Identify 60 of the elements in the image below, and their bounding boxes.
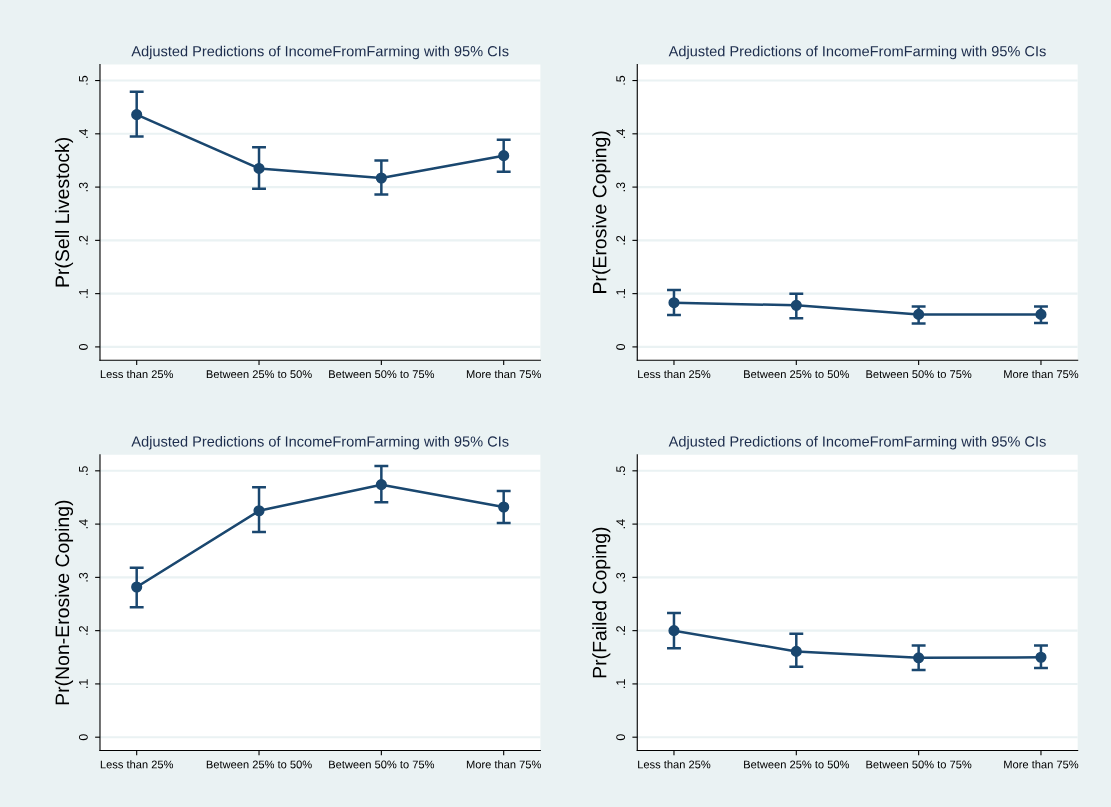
y-tick-label: .2 (78, 626, 88, 635)
y-tick-label: 0 (616, 734, 626, 741)
x-tick-label: Between 25% to 50% (744, 760, 850, 769)
y-tick-label: .1 (79, 289, 88, 298)
x-tick-label: Between 50% to 75% (329, 370, 435, 379)
x-tick-label: Less than 25% (100, 369, 174, 379)
x-tick-label: More than 75% (1004, 369, 1079, 379)
x-tick-label: Less than 25% (638, 369, 711, 379)
y-tick-label: .2 (78, 235, 88, 245)
y-tick-label: .3 (78, 182, 88, 192)
point (131, 581, 143, 593)
y-tick-label: .1 (616, 679, 625, 688)
x-tick-label: Between 25% to 50% (206, 370, 312, 379)
point (375, 172, 387, 184)
y-tick-label: .4 (616, 128, 625, 138)
y-tick-label: .5 (79, 75, 88, 85)
point (131, 109, 143, 121)
chart-title: Adjusted Predictions of IncomeFromFarming with 95% CIs (131, 45, 509, 60)
x-tick-label: Less than 25% (100, 760, 174, 769)
y-tick-label: 0 (78, 343, 88, 350)
point (1035, 651, 1047, 663)
y-tick-label: .5 (616, 75, 626, 85)
y-tick-label: .3 (616, 182, 626, 192)
chart-title: Adjusted Predictions of IncomeFromFarming with 95% CIs (131, 435, 509, 450)
y-axis-title: Pr(Non-Erosive Coping) (54, 500, 74, 705)
point (253, 505, 265, 517)
point (668, 625, 680, 637)
x-tick-label: Between 50% to 75% (866, 760, 972, 769)
y-tick-label: .3 (78, 572, 88, 582)
y-tick-label: .4 (79, 128, 88, 138)
y-tick-label: .2 (616, 235, 625, 245)
point (913, 652, 925, 664)
point (498, 150, 510, 162)
y-tick-label: .5 (616, 466, 626, 475)
y-tick-label: 0 (78, 734, 88, 741)
chart-title: Adjusted Predictions of IncomeFromFarming with 95% CIs (668, 45, 1046, 60)
x-tick-label: Between 50% to 75% (866, 370, 972, 379)
x-tick-label: More than 75% (466, 760, 541, 769)
x-tick-label: Between 50% to 75% (329, 760, 435, 769)
point (498, 501, 510, 513)
point (375, 479, 387, 491)
y-tick-label: .4 (79, 519, 88, 529)
y-tick-label: .2 (616, 626, 625, 635)
x-tick-label: More than 75% (1004, 760, 1079, 769)
y-tick-label: .4 (616, 519, 625, 529)
point (253, 162, 265, 174)
y-tick-label: .3 (616, 572, 626, 582)
x-tick-label: Less than 25% (638, 760, 711, 769)
y-axis-title: Pr(Erosive Coping) (592, 131, 611, 293)
x-tick-label: Between 25% to 50% (206, 760, 312, 769)
chart-title: Adjusted Predictions of IncomeFromFarming with 95% CIs (668, 435, 1046, 450)
y-tick-label: .1 (79, 679, 88, 688)
y-tick-label: .5 (79, 466, 88, 475)
y-axis-title: Pr(Sell Livestock) (54, 137, 74, 287)
y-tick-label: .1 (616, 289, 625, 298)
x-tick-label: Between 25% to 50% (744, 370, 850, 379)
x-tick-label: More than 75% (466, 369, 541, 379)
y-tick-label: 0 (616, 343, 626, 350)
point (790, 645, 802, 657)
y-axis-title: Pr(Failed Coping) (592, 527, 611, 678)
